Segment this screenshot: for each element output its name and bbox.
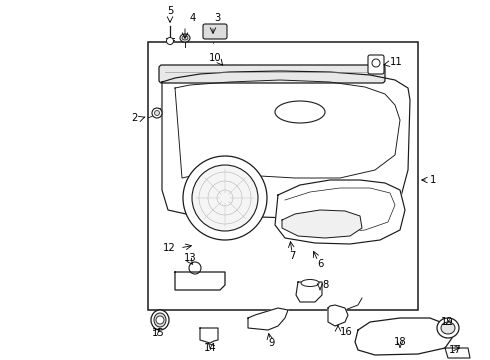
Ellipse shape — [437, 318, 459, 338]
Text: 17: 17 — [449, 345, 462, 355]
Polygon shape — [200, 328, 218, 343]
Text: 3: 3 — [214, 13, 220, 23]
Text: 2: 2 — [132, 113, 138, 123]
FancyBboxPatch shape — [368, 55, 384, 74]
Text: 8: 8 — [322, 280, 328, 290]
Circle shape — [189, 262, 201, 274]
Circle shape — [183, 156, 267, 240]
Ellipse shape — [151, 310, 169, 330]
Text: 1: 1 — [430, 175, 437, 185]
Text: 18: 18 — [393, 337, 406, 347]
Ellipse shape — [441, 322, 455, 334]
Circle shape — [152, 108, 162, 118]
Polygon shape — [445, 348, 470, 358]
Polygon shape — [175, 272, 225, 290]
Polygon shape — [275, 180, 405, 244]
Polygon shape — [328, 305, 348, 326]
Text: 10: 10 — [209, 53, 221, 63]
Text: 15: 15 — [151, 328, 164, 338]
Circle shape — [192, 165, 258, 231]
Polygon shape — [296, 282, 322, 302]
Ellipse shape — [154, 313, 166, 327]
Polygon shape — [355, 318, 452, 355]
Text: 16: 16 — [340, 327, 353, 337]
Circle shape — [154, 111, 160, 116]
Text: 9: 9 — [269, 338, 275, 348]
Text: 11: 11 — [390, 57, 403, 67]
Circle shape — [156, 316, 164, 324]
Polygon shape — [282, 210, 362, 238]
Bar — [148, 42, 418, 310]
Ellipse shape — [275, 101, 325, 123]
Text: 7: 7 — [289, 251, 295, 261]
Text: 14: 14 — [204, 343, 216, 353]
Ellipse shape — [301, 279, 319, 287]
Text: 4: 4 — [190, 13, 196, 23]
Text: 19: 19 — [441, 317, 453, 327]
Circle shape — [372, 59, 380, 67]
FancyBboxPatch shape — [203, 24, 227, 39]
Ellipse shape — [182, 36, 188, 40]
Circle shape — [167, 37, 173, 45]
Text: 6: 6 — [317, 259, 323, 269]
Polygon shape — [248, 308, 288, 330]
FancyBboxPatch shape — [159, 65, 385, 83]
Ellipse shape — [180, 34, 190, 42]
Text: 5: 5 — [167, 6, 173, 16]
Text: 12: 12 — [163, 243, 176, 253]
Text: 13: 13 — [184, 253, 196, 263]
